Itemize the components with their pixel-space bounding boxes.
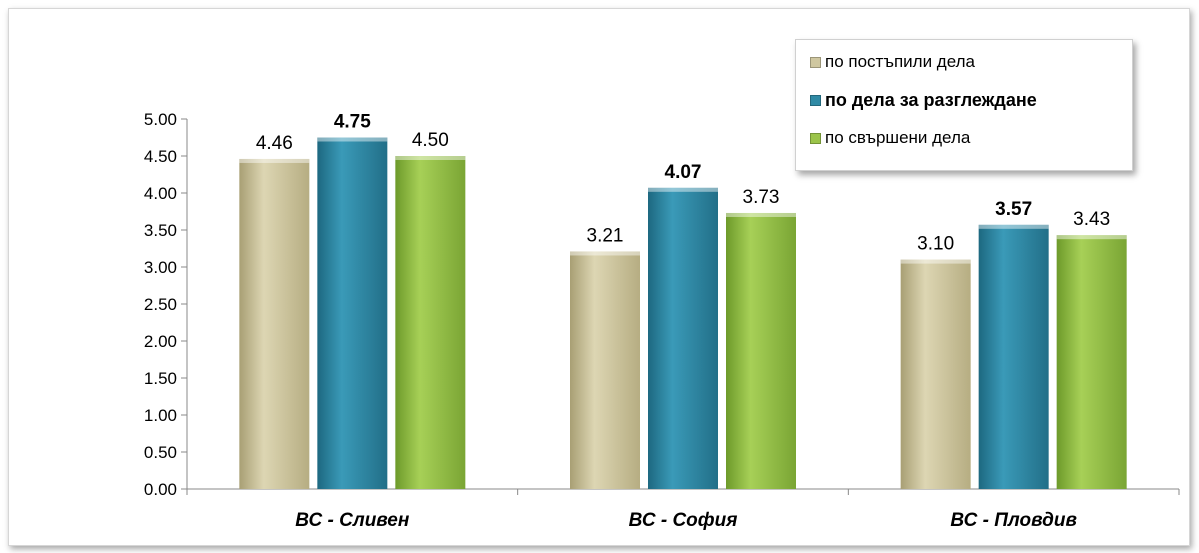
- data-label: 4.75: [334, 112, 371, 133]
- bar-top-highlight: [395, 156, 466, 160]
- y-tick-label: 0.00: [144, 480, 177, 499]
- y-tick-label: 0.50: [144, 443, 177, 462]
- y-tick-label: 1.00: [144, 406, 177, 425]
- bar-top-highlight: [900, 259, 971, 264]
- data-label: 3.21: [587, 225, 624, 246]
- y-tick-label: 2.00: [144, 332, 177, 351]
- data-label: 4.46: [256, 133, 293, 154]
- y-tick-label: 1.50: [144, 369, 177, 388]
- bar-top-highlight: [726, 212, 796, 217]
- data-label: 3.10: [917, 234, 954, 255]
- labels-layer: 4.46 4.75 4.50 ВС - Сливен 3.21 4.07 3.73 ВС - …: [256, 112, 1110, 532]
- bar-top-highlight: [570, 251, 640, 256]
- y-tick-label: 5.00: [144, 110, 177, 129]
- bar: [570, 251, 640, 489]
- y-tick-label: 4.50: [144, 147, 177, 166]
- bar-chart: 0.00 0.50 1.00 1.50 2.00 2.50 3.00 3.50 4.00 4.50…: [144, 110, 1180, 532]
- bar-top-highlight: [239, 158, 310, 163]
- bar: [317, 137, 388, 489]
- y-tick-label: 3.50: [144, 221, 177, 240]
- category-label: ВС - Пловдив: [950, 510, 1077, 531]
- bar: [239, 158, 310, 489]
- bar: [900, 259, 971, 489]
- legend: по постъпили дела по дела за разглеждане…: [795, 39, 1133, 171]
- bar-top-highlight: [648, 187, 718, 192]
- bar-top-highlight: [317, 137, 388, 142]
- legend-label-completed: по свършени дела: [825, 128, 971, 147]
- legend-swatch-received: [810, 56, 821, 68]
- bar: [726, 212, 796, 490]
- data-label: 3.43: [1073, 209, 1110, 230]
- legend-label-received: по постъпили дела: [825, 52, 975, 71]
- data-label: 3.73: [743, 187, 780, 208]
- legend-item-for-review: по дела за разглеждане: [810, 90, 1037, 111]
- y-tick-label: 2.50: [144, 295, 177, 314]
- bars-layer: [239, 137, 1127, 490]
- category-label: ВС - Сливен: [295, 510, 410, 531]
- legend-label-for-review: по дела за разглеждане: [825, 90, 1037, 110]
- data-label: 4.07: [665, 162, 702, 183]
- y-tick-label: 4.00: [144, 184, 177, 203]
- data-label: 4.50: [412, 130, 449, 151]
- legend-swatch-completed: [810, 132, 821, 144]
- legend-swatch-for-review: [810, 95, 821, 106]
- bar-top-highlight: [1056, 235, 1127, 240]
- bar-top-highlight: [978, 224, 1049, 229]
- category-label: ВС - София: [629, 510, 738, 531]
- bar: [1056, 235, 1127, 489]
- bar: [395, 156, 466, 489]
- bar: [978, 224, 1049, 489]
- legend-item-received: по постъпили дела: [810, 52, 975, 72]
- chart-frame: 0.00 0.50 1.00 1.50 2.00 2.50 3.00 3.50 4.00 4.50…: [8, 8, 1190, 546]
- axis-layer: 0.00 0.50 1.00 1.50 2.00 2.50 3.00 3.50 4.00 4.50…: [144, 110, 1180, 499]
- y-tick-label: 3.00: [144, 258, 177, 277]
- data-label: 3.57: [995, 199, 1032, 220]
- bar: [648, 187, 718, 489]
- legend-item-completed: по свършени дела: [810, 128, 970, 148]
